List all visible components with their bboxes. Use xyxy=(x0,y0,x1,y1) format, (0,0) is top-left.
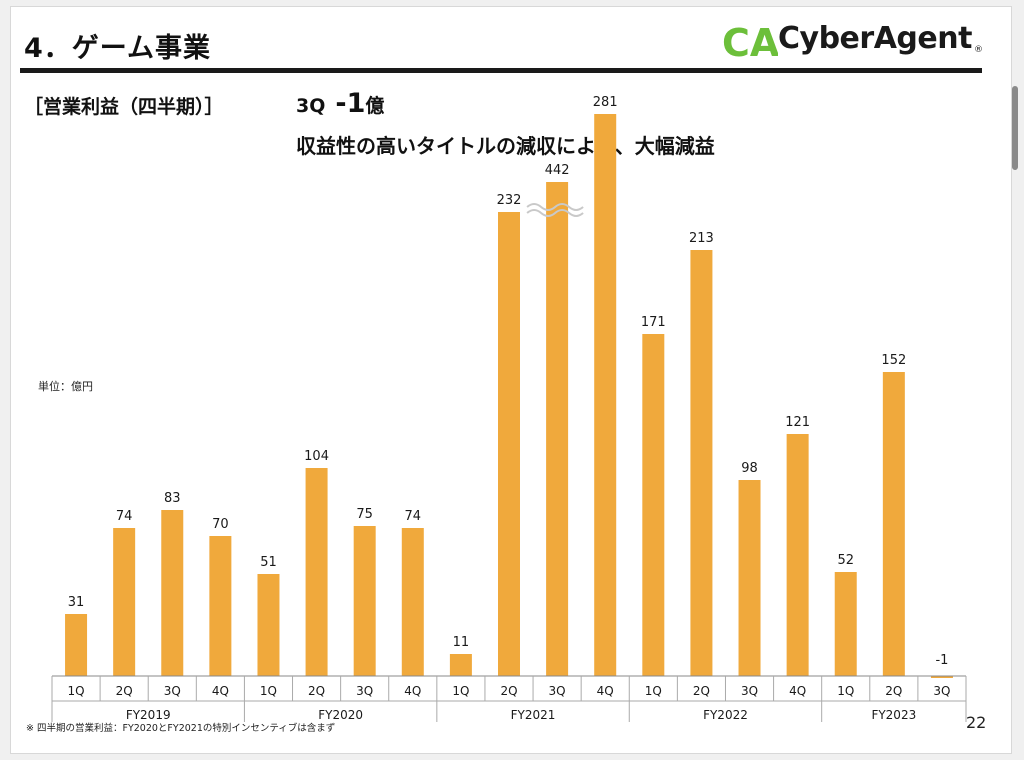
category-label-2: 2Q xyxy=(116,684,133,698)
category-label-12: 4Q xyxy=(597,684,614,698)
category-label-11: 3Q xyxy=(549,684,566,698)
headline-unit: 億 xyxy=(365,95,385,117)
bar-18 xyxy=(882,372,905,676)
category-label-13: 1Q xyxy=(645,684,662,698)
data-label-9: 11 xyxy=(453,635,470,650)
bar-13 xyxy=(642,334,665,676)
data-label-10: 232 xyxy=(497,193,522,208)
ca-logo-icon: CA xyxy=(722,21,778,62)
bar-19 xyxy=(930,676,953,678)
data-label-2: 74 xyxy=(116,509,133,524)
bar-15 xyxy=(738,480,761,676)
bar-11 xyxy=(546,182,569,676)
category-label-14: 2Q xyxy=(693,684,710,698)
data-label-7: 75 xyxy=(356,507,373,522)
category-label-3: 3Q xyxy=(164,684,181,698)
category-label-9: 1Q xyxy=(452,684,469,698)
category-label-19: 3Q xyxy=(933,684,950,698)
subheadline: 収益性の高いタイトルの減収により、大幅減益 xyxy=(296,134,715,158)
axis-break-icon xyxy=(526,203,584,211)
category-label-18: 2Q xyxy=(885,684,902,698)
bar-7 xyxy=(353,526,376,676)
page-number: 22 xyxy=(966,713,987,732)
bar-4 xyxy=(209,536,232,676)
data-label-18: 152 xyxy=(881,353,906,368)
logo-text: CyberAgent xyxy=(778,21,972,56)
group-label-fy2023: FY2023 xyxy=(871,708,916,722)
axis-break-icon xyxy=(526,209,584,217)
data-label-5: 51 xyxy=(260,555,277,570)
bar-9 xyxy=(449,654,472,676)
bar-6 xyxy=(305,468,328,676)
bar-3 xyxy=(161,510,184,676)
bar-17 xyxy=(834,572,857,676)
data-label-4: 70 xyxy=(212,517,229,532)
category-label-15: 3Q xyxy=(741,684,758,698)
category-label-17: 1Q xyxy=(837,684,854,698)
data-label-3: 83 xyxy=(164,491,181,506)
bar-10 xyxy=(498,212,520,676)
data-label-11: 442 xyxy=(545,163,570,178)
scrollbar-thumb[interactable] xyxy=(1012,86,1018,170)
bar-1 xyxy=(65,614,88,676)
unit-label: 単位：億円 xyxy=(38,380,93,393)
headline-quarter: 3Q xyxy=(296,95,326,117)
category-label-6: 2Q xyxy=(308,684,325,698)
data-label-1: 31 xyxy=(68,595,85,610)
data-label-17: 52 xyxy=(837,553,854,568)
data-label-16: 121 xyxy=(785,415,810,430)
page-title: 4．ゲーム事業 xyxy=(24,33,211,64)
headline-value: -1 xyxy=(335,88,366,119)
category-label-1: 1Q xyxy=(68,684,85,698)
registered-mark-icon: ® xyxy=(974,45,983,55)
data-label-14: 213 xyxy=(689,231,714,246)
group-label-fy2022: FY2022 xyxy=(703,708,748,722)
bar-14 xyxy=(690,250,713,676)
bar-16 xyxy=(786,434,809,676)
svg-text:CA: CA xyxy=(722,21,778,62)
group-label-fy2019: FY2019 xyxy=(126,708,171,722)
group-label-fy2020: FY2020 xyxy=(318,708,363,722)
category-label-16: 4Q xyxy=(789,684,806,698)
group-label-fy2021: FY2021 xyxy=(511,708,556,722)
category-label-5: 1Q xyxy=(260,684,277,698)
data-label-12: 281 xyxy=(593,95,618,110)
data-label-15: 98 xyxy=(741,461,758,476)
footnote: ※ 四半期の営業利益：FY2020とFY2021の特別インセンティブは含まず xyxy=(26,723,336,734)
category-label-7: 3Q xyxy=(356,684,373,698)
data-label-6: 104 xyxy=(304,449,329,464)
bar-12 xyxy=(594,114,617,676)
headline: 3Q -1億 xyxy=(296,88,384,119)
bar-8 xyxy=(401,528,424,676)
cyberagent-logo: CA CyberAgent ® xyxy=(720,18,990,62)
section-label: ［営業利益（四半期）］ xyxy=(24,96,224,118)
category-label-4: 4Q xyxy=(212,684,229,698)
data-label-13: 171 xyxy=(641,315,666,330)
data-label-19: -1 xyxy=(935,653,948,668)
category-label-10: 2Q xyxy=(500,684,517,698)
bar-2 xyxy=(113,528,136,676)
category-label-8: 4Q xyxy=(404,684,421,698)
header-rule xyxy=(20,68,982,73)
data-label-8: 74 xyxy=(405,509,422,524)
bar-5 xyxy=(257,574,280,676)
